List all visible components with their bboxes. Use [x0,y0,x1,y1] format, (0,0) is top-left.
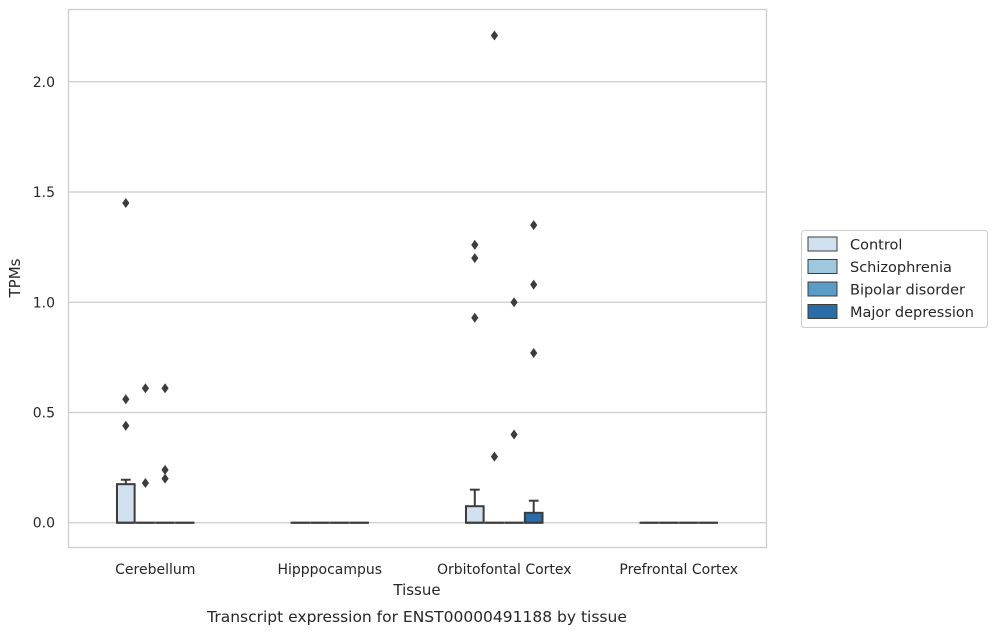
outlier-point [161,383,169,394]
outlier-point [510,429,518,440]
box-iqr [115,483,136,524]
x-tick-label: Cerebellum [115,562,195,578]
outlier-point [530,220,538,231]
legend-label: Schizophrenia [850,260,952,276]
outliers-layer [122,30,538,489]
legend-label: Bipolar disorder [850,283,965,299]
box-major-depression [523,499,544,524]
outlier-point [122,420,130,431]
outlier-point [141,478,150,489]
y-tick-label: 0.0 [33,516,55,532]
outlier-point [471,312,479,323]
chart-caption: Transcript expression for ENST0000049118… [206,608,627,626]
outlier-point [161,464,169,475]
legend-swatch [807,259,838,274]
outlier-point [510,297,518,308]
box-iqr [464,505,485,524]
outlier-point [161,473,169,484]
y-axis-ticks: 0.0 0.5 1.0 1.5 2.0 [33,75,55,532]
y-tick-label: 2.0 [33,75,55,91]
x-tick-label: Orbitofontal Cortex [437,562,572,578]
legend: Control Schizophrenia Bipolar disorder Majo… [801,230,988,328]
x-tick-label: Hipppocampus [277,562,382,578]
boxes-layer [115,478,719,524]
outlier-point [530,279,538,290]
legend-swatch [807,236,838,252]
y-tick-label: 0.5 [33,406,55,422]
outlier-point [122,394,130,405]
plot-area [68,9,767,548]
outlier-point [471,253,479,264]
box-control [115,478,136,524]
outlier-point [471,239,479,250]
legend-swatch [807,304,838,319]
x-tick-label: Prefrontal Cortex [619,562,738,578]
legend-label: Major depression [850,305,974,321]
box-control [464,488,485,524]
legend-label: Control [850,238,902,254]
outlier-point [122,198,130,209]
legend-swatch [807,281,838,297]
legend-frame [801,230,988,328]
outlier-point [530,347,538,358]
outlier-point [141,383,150,394]
outlier-point [490,451,499,462]
box-iqr [523,511,544,524]
y-axis-title: TPMs [6,258,24,298]
x-axis-ticks: Cerebellum Hipppocampus Orbitofontal Corte… [115,562,738,578]
y-tick-label: 1.0 [33,295,55,311]
x-axis-title: Tissue [392,581,440,599]
plot-frame [67,8,768,549]
y-tick-label: 1.5 [33,185,55,201]
outlier-point [490,30,499,41]
